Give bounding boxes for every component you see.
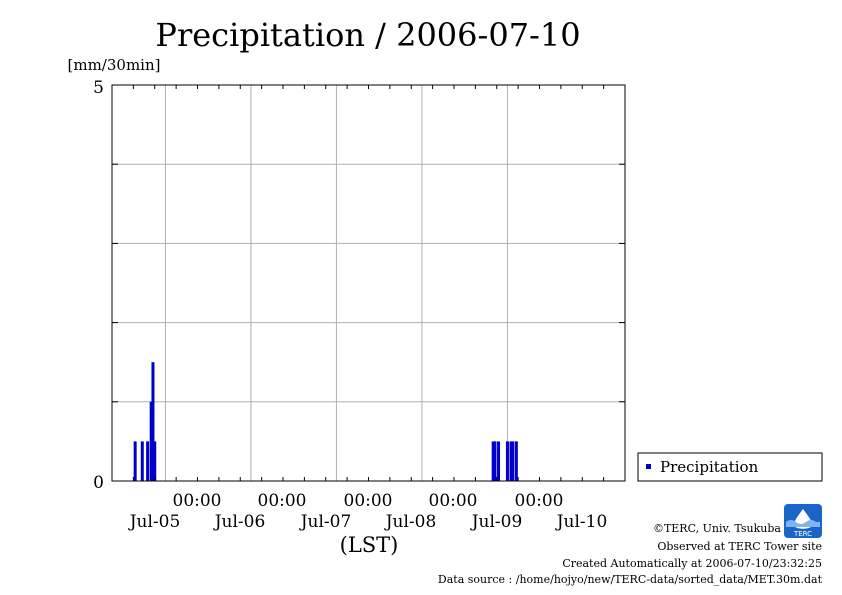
legend-box bbox=[637, 452, 823, 482]
precipitation-bar bbox=[146, 441, 150, 481]
grid-lines bbox=[112, 85, 625, 481]
x-time-label-5: 00:00 bbox=[515, 491, 564, 511]
precipitation-bar bbox=[509, 441, 513, 481]
axis-ticks bbox=[111, 84, 626, 482]
credit-copyright: ©TERC, Univ. Tsukuba bbox=[653, 522, 781, 535]
precipitation-bar bbox=[491, 441, 495, 481]
logo-text: TERC bbox=[793, 530, 812, 538]
precipitation-bar bbox=[140, 441, 144, 481]
plot-frame bbox=[111, 84, 626, 482]
y-unit-label: [mm/30min] bbox=[68, 56, 161, 74]
y-tick-label-min: 0 bbox=[93, 473, 104, 493]
precipitation-bar bbox=[511, 441, 515, 481]
credit-source: Data source : /home/hojyo/new/TERC-data/… bbox=[438, 573, 823, 586]
legend-swatch bbox=[646, 464, 651, 469]
x-date-label-2: Jul-06 bbox=[213, 512, 266, 532]
x-date-label-1: Jul-05 bbox=[128, 512, 181, 532]
x-date-label-5: Jul-09 bbox=[470, 512, 523, 532]
precipitation-bar bbox=[151, 362, 155, 481]
credit-created: Created Automatically at 2006-07-10/23:3… bbox=[562, 557, 822, 570]
bar-series bbox=[133, 362, 518, 481]
credit-observed: Observed at TERC Tower site bbox=[657, 540, 822, 553]
x-date-label-4: Jul-08 bbox=[384, 512, 437, 532]
precipitation-bar bbox=[133, 441, 137, 481]
x-time-label-4: 00:00 bbox=[429, 491, 478, 511]
x-time-label-3: 00:00 bbox=[344, 491, 393, 511]
chart-title: Precipitation / 2006-07-10 bbox=[155, 16, 580, 54]
x-date-label-6: Jul-10 bbox=[555, 512, 608, 532]
legend-label: Precipitation bbox=[660, 458, 759, 476]
precipitation-bar bbox=[493, 441, 497, 481]
precipitation-bar bbox=[153, 441, 157, 481]
precipitation-bar bbox=[505, 441, 509, 481]
x-time-label-1: 00:00 bbox=[173, 491, 222, 511]
precipitation-bar bbox=[497, 441, 501, 481]
x-time-label-2: 00:00 bbox=[258, 491, 307, 511]
terc-logo-icon: TERC bbox=[784, 504, 822, 538]
y-tick-label-max: 5 bbox=[93, 78, 104, 98]
legend: Precipitation bbox=[637, 452, 823, 482]
x-axis-label: (LST) bbox=[340, 533, 399, 557]
x-date-label-3: Jul-07 bbox=[299, 512, 352, 532]
precipitation-bar bbox=[149, 401, 153, 481]
precipitation-bar bbox=[514, 441, 518, 481]
